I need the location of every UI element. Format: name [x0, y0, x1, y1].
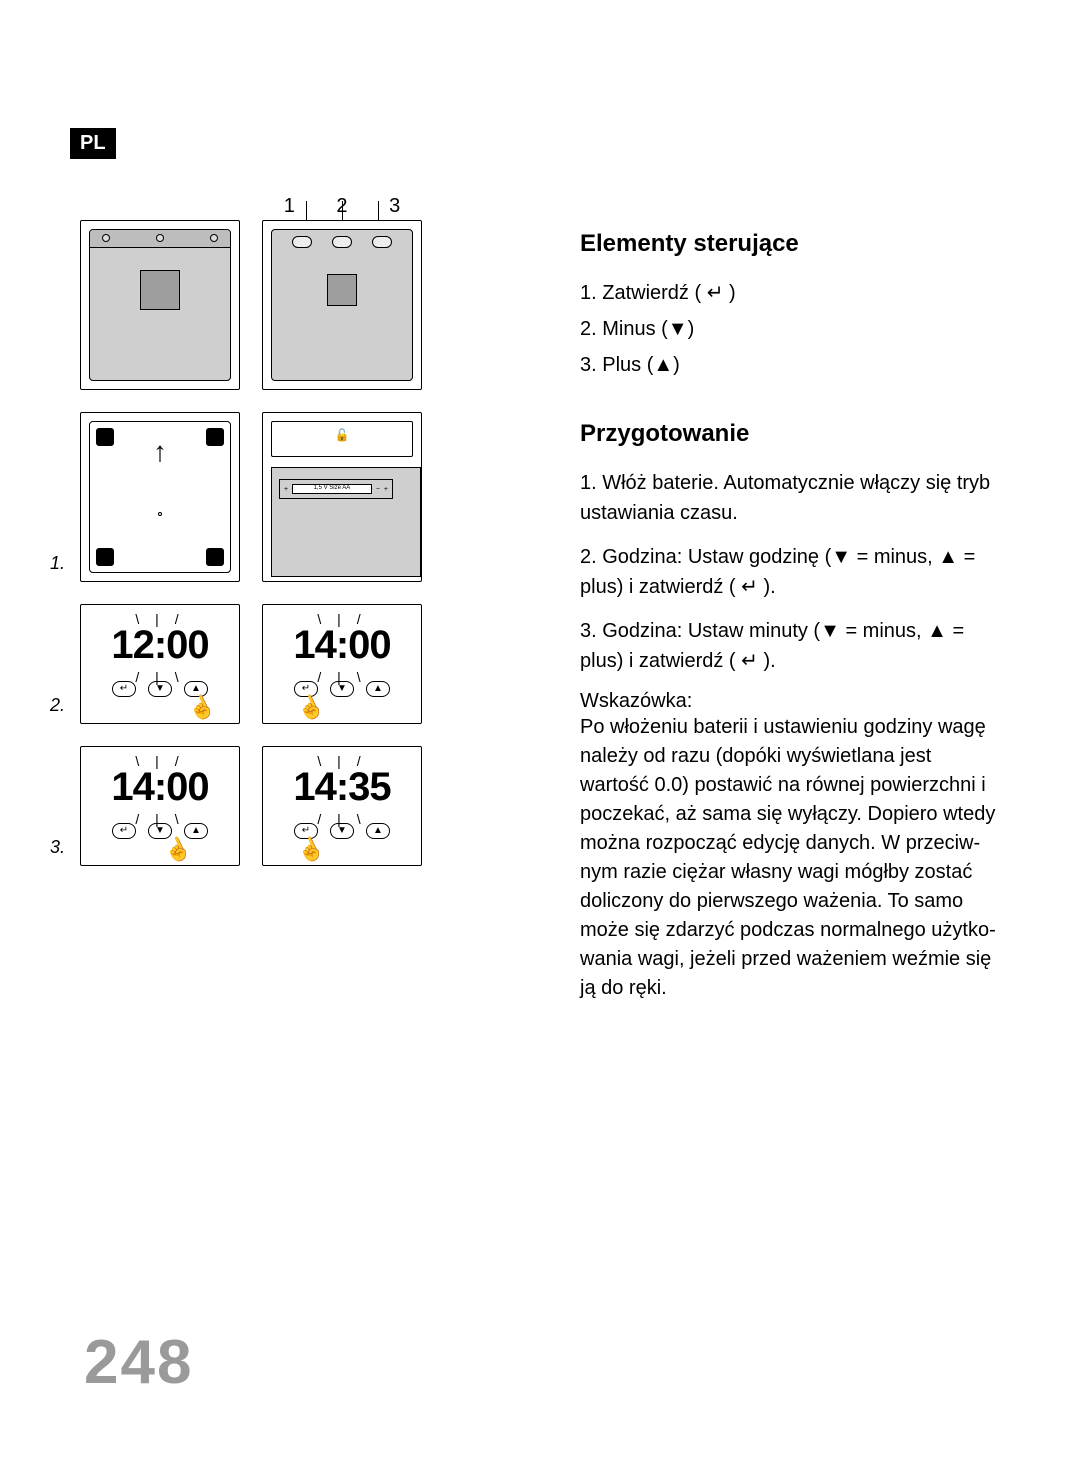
- text-column: Elementy sterujące 1. Zatwierdź ( ↵ ) 2.…: [580, 220, 1000, 1003]
- row-label-3: 3.: [50, 837, 65, 858]
- heading-controls: Elementy sterujące: [580, 230, 1000, 258]
- heading-preparation: Przygotowanie: [580, 420, 1000, 448]
- lock-icon: 🔓: [335, 428, 350, 442]
- battery-label: 1,5 V Size AA: [292, 484, 372, 494]
- illustration-scale-bottom: ↑: [80, 412, 240, 582]
- illustration-scale-front: [80, 220, 240, 390]
- illustration-time-1400a: \ | / 14:00 / | \ ↵ ▼ ▲ ☝: [262, 604, 422, 724]
- illustration-scale-controls: 1 2 3: [262, 220, 422, 390]
- up-button-icon: ▲: [366, 823, 390, 839]
- illustration-time-1435: \ | / 14:35 / | \ ↵ ▼ ▲ ☝: [262, 746, 422, 866]
- row-label-1: 1.: [50, 553, 65, 574]
- lcd-digits: 14:35: [263, 765, 421, 810]
- row-label-2: 2.: [50, 695, 65, 716]
- illustration-row-0: 1 2 3: [80, 220, 540, 390]
- hint-label: Wskazówka:: [580, 690, 1000, 713]
- controls-item-2: 2. Minus (▼): [580, 314, 1000, 344]
- down-button-icon: ▼: [330, 681, 354, 697]
- illustration-battery-compartment: 🔓 + 1,5 V Size AA − +: [262, 412, 422, 582]
- up-button-icon: ▲: [366, 681, 390, 697]
- hint-text: Po włożeniu baterii i ustawie­niu godzin…: [580, 713, 1000, 1003]
- down-button-icon: ▼: [148, 823, 172, 839]
- callout-3: 3: [389, 195, 400, 218]
- enter-button-icon: ↵: [112, 823, 136, 839]
- prep-item-1: 1. Włóż baterie. Automatycznie włączy si…: [580, 468, 1000, 528]
- controls-item-3: 3. Plus (▲): [580, 350, 1000, 380]
- page-number: 248: [84, 1327, 193, 1398]
- controls-list: 1. Zatwierdź ( ↵ ) 2. Minus (▼) 3. Plus …: [580, 278, 1000, 380]
- controls-item-1: 1. Zatwierdź ( ↵ ): [580, 278, 1000, 308]
- illustration-time-1200: \ | / 12:00 / | \ ↵ ▼ ▲ ☝: [80, 604, 240, 724]
- prep-item-2: 2. Godzina: Ustaw godzinę (▼ = minus, ▲ …: [580, 542, 1000, 602]
- down-button-icon: ▼: [148, 681, 172, 697]
- language-badge: PL: [70, 128, 116, 159]
- down-button-icon: ▼: [330, 823, 354, 839]
- illustration-time-1400b: \ | / 14:00 / | \ ↵ ▼ ▲ ☝: [80, 746, 240, 866]
- illustrations-column: 1 2 3 1.: [80, 220, 540, 1003]
- illustration-row-2: 2. \ | / 12:00 / | \ ↵ ▼ ▲ ☝ \ | / 14:00…: [80, 604, 540, 724]
- lcd-digits: 12:00: [81, 623, 239, 668]
- lcd-digits: 14:00: [81, 765, 239, 810]
- up-button-icon: ▲: [184, 823, 208, 839]
- prep-item-3: 3. Godzina: Ustaw minuty (▼ = minus, ▲ =…: [580, 616, 1000, 676]
- lcd-digits: 14:00: [263, 623, 421, 668]
- enter-button-icon: ↵: [112, 681, 136, 697]
- illustration-row-1: 1. ↑ 🔓 + 1,5 V Size AA: [80, 412, 540, 582]
- callout-1: 1: [284, 195, 295, 218]
- page-content: 1 2 3 1.: [80, 220, 1000, 1003]
- arrow-up-icon: ↑: [153, 436, 167, 468]
- preparation-list: 1. Włóż baterie. Automatycznie włączy si…: [580, 468, 1000, 676]
- illustration-row-3: 3. \ | / 14:00 / | \ ↵ ▼ ▲ ☝ \ | / 14:35…: [80, 746, 540, 866]
